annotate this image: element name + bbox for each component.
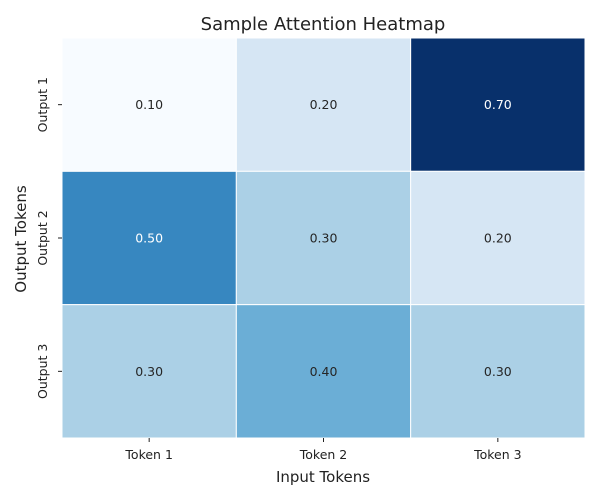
y-axis-ticks: Output 1 Output 2 Output 3	[35, 77, 62, 399]
cell-value-label: 0.30	[135, 364, 163, 379]
cell-value-label: 0.10	[135, 97, 163, 112]
heatmap-cell	[61, 170, 237, 306]
cell-value-label: 0.20	[310, 97, 338, 112]
chart-title: Sample Attention Heatmap	[201, 14, 446, 35]
cell-value-label: 0.40	[310, 364, 338, 379]
cell-value-label: 0.50	[135, 231, 163, 246]
heatmap-cells: 0.10 0.20 0.70 0.50 0.30 0.20 0.30 0.40 0.30	[61, 37, 586, 439]
heatmap-cell	[235, 37, 412, 172]
y-tick-label: Output 2	[35, 210, 50, 265]
heatmap-cell	[410, 37, 586, 172]
heatmap-cell	[235, 304, 412, 439]
x-tick-label: Token 2	[299, 447, 348, 462]
x-axis-label: Input Tokens	[276, 468, 370, 486]
heatmap-cell	[235, 170, 412, 306]
cell-value-label: 0.30	[310, 231, 338, 246]
cell-value-label: 0.70	[484, 97, 512, 112]
y-axis-label: Output Tokens	[12, 185, 30, 293]
x-axis-ticks: Token 1 Token 2 Token 3	[124, 438, 522, 462]
y-tick-label: Output 1	[35, 77, 50, 132]
heatmap-cell	[61, 37, 237, 172]
x-tick-label: Token 1	[124, 447, 173, 462]
heatmap-cell	[61, 304, 237, 439]
heatmap-cell	[410, 170, 586, 306]
cell-value-label: 0.20	[484, 231, 512, 246]
x-tick-label: Token 3	[473, 447, 522, 462]
y-tick-label: Output 3	[35, 344, 50, 399]
cell-value-label: 0.30	[484, 364, 512, 379]
